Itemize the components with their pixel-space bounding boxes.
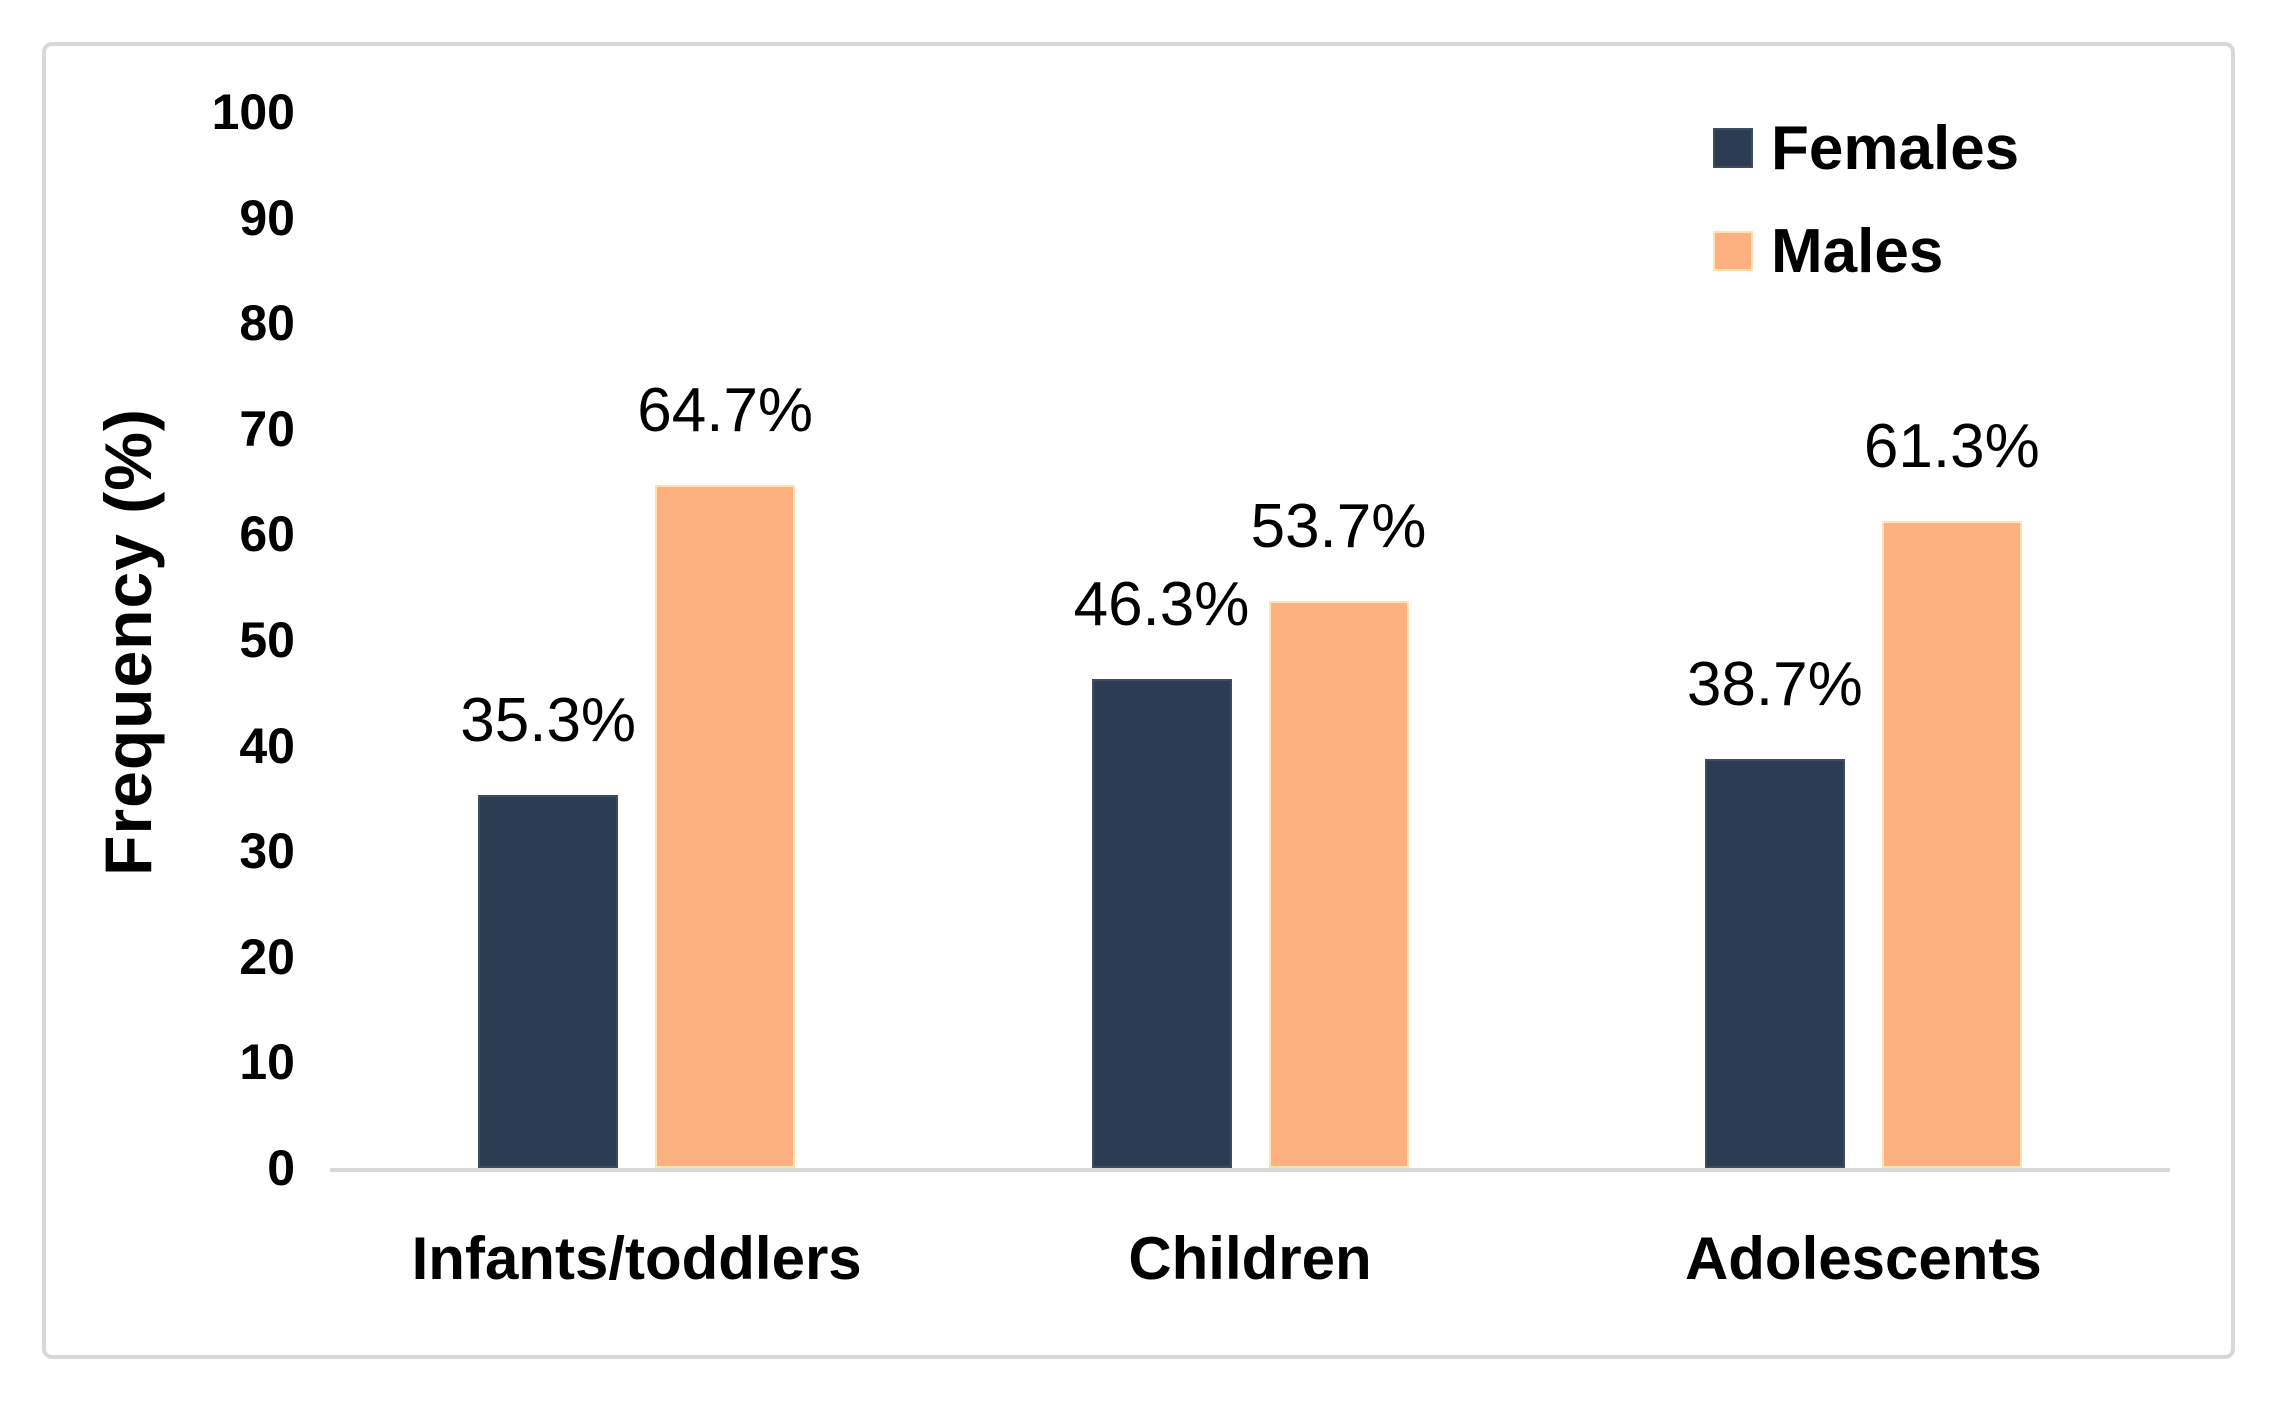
y-tick-label-100: 100 [211, 84, 295, 140]
y-tick-label-10: 10 [239, 1034, 295, 1091]
bar-females-infants-toddlers [478, 795, 619, 1168]
bar-males-adolescents [1881, 520, 2022, 1168]
data-label-males-infants-toddlers: 64.7% [637, 375, 814, 445]
bar-males-infants-toddlers [655, 484, 796, 1168]
y-tick-label-0: 0 [267, 1140, 295, 1196]
category-label-adolescents: Adolescents [1684, 1225, 2042, 1292]
data-label-females-infants-toddlers: 35.3% [460, 686, 637, 756]
bar-females-adolescents [1704, 759, 1845, 1168]
y-tick-label-90: 90 [239, 189, 295, 246]
data-label-males-adolescents: 61.3% [1863, 411, 2040, 481]
legend-swatch-females [1713, 128, 1753, 168]
category-label-infants-toddlers: Infants/toddlers [411, 1225, 862, 1292]
legend: Females Males [1713, 112, 2019, 318]
legend-swatch-males [1713, 231, 1753, 271]
x-axis-line [330, 1168, 2170, 1172]
legend-item-males: Males [1713, 215, 2019, 287]
y-tick-label-80: 80 [239, 295, 295, 352]
y-tick-label-20: 20 [239, 928, 295, 985]
bar-females-children [1091, 679, 1232, 1168]
bar-males-children [1268, 600, 1409, 1168]
y-tick-label-30: 30 [239, 823, 295, 880]
data-label-males-children: 53.7% [1250, 491, 1427, 561]
data-label-females-adolescents: 38.7% [1686, 650, 1863, 720]
legend-label-females: Females [1771, 113, 2020, 183]
y-tick-label-60: 60 [239, 506, 295, 563]
category-label-children: Children [1128, 1225, 1372, 1292]
legend-label-males: Males [1771, 216, 1944, 286]
y-tick-label-70: 70 [239, 400, 295, 457]
y-tick-label-50: 50 [239, 612, 295, 668]
y-tick-label-40: 40 [239, 717, 295, 774]
data-label-females-children: 46.3% [1073, 570, 1250, 640]
legend-item-females: Females [1713, 112, 2019, 184]
